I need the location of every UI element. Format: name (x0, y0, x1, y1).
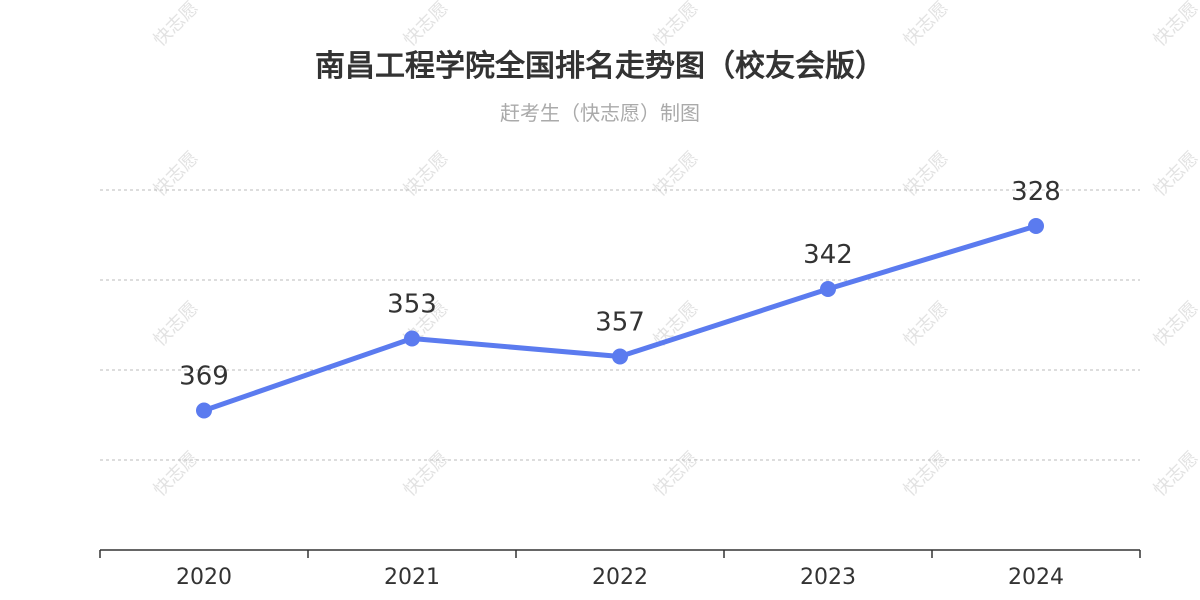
watermark-text: 快志愿 (400, 448, 453, 501)
watermark-text: 快志愿 (400, 148, 453, 201)
watermark-text: 快志愿 (1150, 448, 1200, 501)
data-point (196, 402, 212, 419)
data-label: 353 (387, 290, 437, 320)
data-point (820, 281, 836, 297)
watermark-text: 快志愿 (650, 448, 703, 501)
x-tick-label: 2020 (176, 565, 232, 590)
watermark-text: 快志愿 (900, 448, 953, 501)
data-label: 369 (179, 362, 229, 392)
watermark-text: 快志愿 (650, 148, 703, 201)
grid-lines (100, 189, 1140, 461)
watermark-text: 快志愿 (400, 0, 453, 51)
watermark-text: 快志愿 (1150, 0, 1200, 51)
chart-title: 南昌工程学院全国排名走势图（校友会版） (315, 49, 885, 84)
data-point (612, 348, 628, 365)
x-tick-label: 2023 (800, 565, 856, 590)
data-label: 328 (1011, 177, 1061, 207)
x-tick-label: 2022 (592, 565, 648, 590)
data-point (1028, 218, 1044, 234)
x-tick-label: 2021 (384, 565, 440, 590)
watermark-text: 快志愿 (900, 148, 953, 201)
watermark-text: 快志愿 (1150, 148, 1200, 201)
x-tick-label: 2024 (1008, 565, 1064, 590)
watermark-text: 快志愿 (1150, 298, 1200, 351)
watermark-text: 快志愿 (150, 448, 203, 501)
data-label: 357 (595, 308, 645, 338)
data-point (404, 330, 420, 347)
rank-series: 369 353 357 342 328 (179, 177, 1061, 419)
watermark-text: 快志愿 (150, 0, 203, 51)
data-label: 342 (803, 240, 853, 270)
chart-subtitle: 赶考生（快志愿）制图 (500, 101, 700, 125)
watermark-text: 快志愿 (650, 0, 703, 51)
watermark-text: 快志愿 (900, 298, 953, 351)
watermark-text: 快志愿 (900, 0, 953, 51)
x-axis: 2020 2021 2022 2023 2024 (99, 549, 1141, 590)
watermark-text: 快志愿 (150, 148, 203, 201)
watermark-text: 快志愿 (150, 298, 203, 351)
